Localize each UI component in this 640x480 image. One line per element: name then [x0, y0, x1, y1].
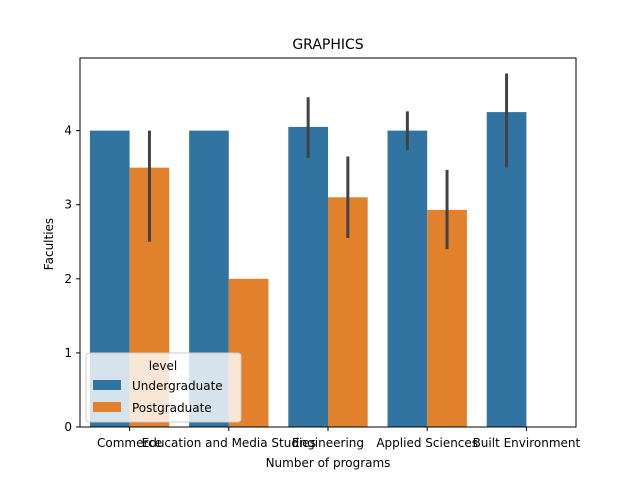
y-axis-label: Faculties	[42, 218, 56, 270]
y-tick-label-4: 4	[64, 124, 72, 138]
legend: level Undergraduate Postgraduate	[85, 352, 242, 423]
x-tick-label-4: Built Environment	[473, 436, 581, 450]
error-bars-group	[147, 73, 509, 250]
x-tick-label-2: Engineering	[292, 436, 364, 450]
y-ticks-group: 0 1 2 3 4	[64, 124, 80, 434]
legend-frame	[85, 352, 242, 423]
legend-label-undergraduate: Undergraduate	[132, 379, 223, 393]
chart-title: GRAPHICS	[292, 37, 363, 53]
y-tick-label-1: 1	[64, 346, 72, 360]
y-tick-label-2: 2	[64, 272, 72, 286]
legend-title: level	[149, 359, 178, 373]
legend-label-postgraduate: Postgraduate	[132, 401, 212, 415]
x-axis-label: Number of programs	[266, 456, 391, 470]
legend-swatch-undergraduate	[93, 380, 121, 390]
x-tick-label-1: Education and Media Studies	[142, 436, 316, 450]
y-tick-label-0: 0	[64, 420, 72, 434]
x-tick-label-0: Commerce	[97, 436, 162, 450]
legend-swatch-postgraduate	[93, 402, 121, 412]
x-tick-label-3: Applied Sciences	[376, 436, 478, 450]
bar-undergraduate-2	[288, 126, 328, 427]
y-tick-label-3: 3	[64, 198, 72, 212]
bars-group	[89, 112, 527, 428]
bar-undergraduate-3	[387, 130, 428, 428]
